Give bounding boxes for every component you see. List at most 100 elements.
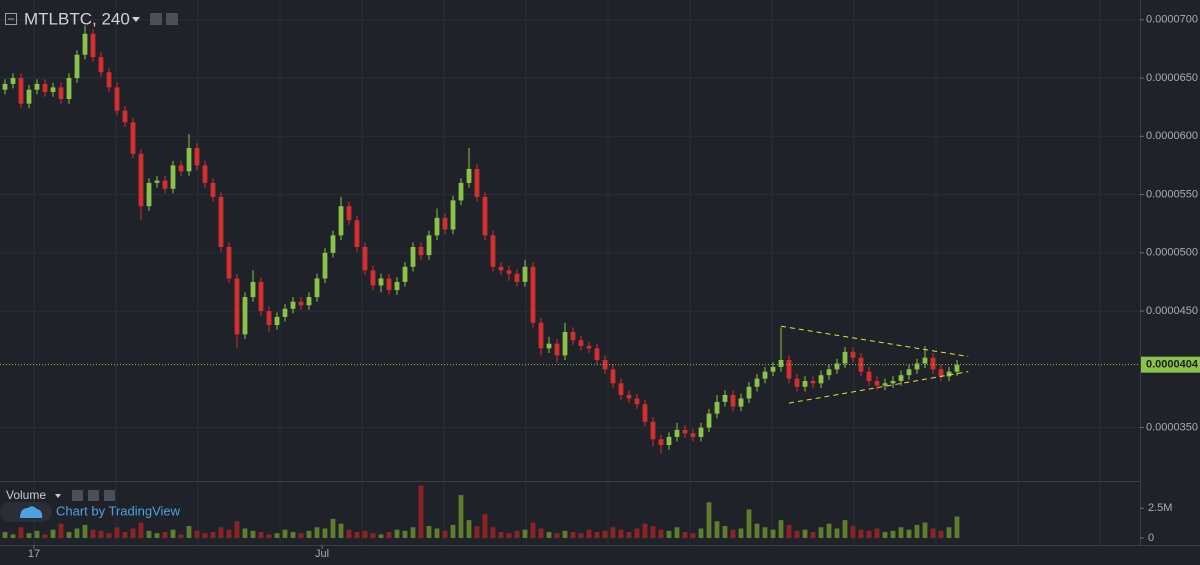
volume-bar — [2, 532, 8, 538]
volume-bar — [282, 529, 288, 538]
candle-body — [386, 278, 392, 291]
candle-body — [578, 340, 584, 347]
volume-bar — [250, 530, 256, 538]
candle-body — [778, 360, 784, 367]
volume-bar — [466, 520, 472, 538]
volume-bar — [98, 530, 104, 538]
candle-body — [698, 427, 704, 437]
volume-bar — [786, 524, 792, 538]
candle-body — [722, 394, 728, 402]
settings-button[interactable] — [88, 490, 99, 501]
volume-bar — [138, 522, 144, 538]
volume-title: Volume — [6, 488, 46, 502]
volume-bar — [274, 533, 280, 538]
dropdown-arrow[interactable] — [132, 17, 140, 22]
candle-body — [258, 281, 264, 312]
candle-body — [202, 165, 208, 183]
dropdown-arrow[interactable] — [55, 494, 61, 498]
collapse-icon[interactable] — [5, 13, 17, 25]
volume-bar — [842, 520, 848, 538]
volume-bar — [530, 522, 536, 538]
candle-body — [98, 57, 104, 73]
volume-bar — [314, 527, 320, 538]
volume-bar — [522, 529, 528, 538]
volume-bar — [930, 528, 936, 538]
volume-bar — [10, 534, 16, 538]
candle-body — [338, 206, 344, 236]
candle-body — [450, 200, 456, 230]
candle-body — [362, 246, 368, 271]
settings-button[interactable] — [166, 13, 178, 25]
candle-body — [818, 375, 824, 384]
volume-bar — [378, 534, 384, 538]
candle-body — [594, 348, 600, 360]
volume-bar — [682, 532, 688, 538]
volume-bar — [658, 529, 664, 538]
close-button[interactable] — [104, 490, 115, 501]
candle-body — [522, 266, 528, 282]
axes: 0.0000350 0.0000450 0.0000500 0.0000550 0.00… — [28, 14, 1200, 560]
candle-body — [498, 266, 504, 271]
settings-button[interactable] — [72, 490, 83, 501]
candle-body — [370, 270, 376, 286]
volume-bar — [362, 530, 368, 538]
candle-body — [186, 147, 192, 172]
volume-bar — [50, 529, 56, 538]
candle-body — [658, 439, 664, 446]
candle-body — [874, 380, 880, 386]
candle-body — [602, 360, 608, 370]
y-tick-label: 0.0000500 — [1146, 247, 1198, 259]
volume-bar — [490, 527, 496, 538]
settings-button[interactable] — [150, 13, 162, 25]
volume-bar — [66, 532, 72, 538]
candle-body — [674, 429, 680, 437]
candle-body — [122, 110, 128, 123]
candle-body — [490, 235, 496, 267]
candle-body — [74, 54, 80, 79]
volume-bar — [90, 529, 96, 538]
candle-body — [402, 266, 408, 282]
candle-body — [954, 364, 960, 372]
y-tick-label: 0.0000600 — [1146, 130, 1198, 142]
volume-bar — [338, 523, 344, 538]
candle-body — [58, 87, 64, 100]
candle-body — [274, 316, 280, 326]
candle-body — [690, 433, 696, 437]
candle-body — [546, 343, 552, 349]
volume-bar — [74, 528, 80, 538]
candle-body — [250, 281, 256, 298]
candle-body — [34, 83, 40, 90]
volume-bar — [410, 527, 416, 538]
volume-bar — [114, 527, 120, 538]
candle-body — [634, 398, 640, 405]
candle-body — [354, 220, 360, 247]
candle-body — [618, 383, 624, 395]
candle-body — [562, 332, 568, 356]
candle-body — [210, 182, 216, 197]
volume-bar — [42, 534, 48, 538]
volume-bar — [242, 528, 248, 538]
volume-bar — [498, 532, 504, 538]
volume-bar — [178, 534, 184, 538]
volume-bar — [618, 529, 624, 538]
volume-bar — [802, 529, 808, 538]
volume-bar — [754, 523, 760, 538]
volume-bar — [834, 528, 840, 538]
volume-bar — [26, 533, 32, 538]
candle-body — [2, 83, 8, 90]
volume-bar — [194, 530, 200, 538]
volume-bar — [458, 495, 464, 538]
volume-bar — [122, 532, 128, 538]
volume-bar — [714, 521, 720, 538]
candle-body — [242, 297, 248, 335]
volume-bar — [330, 518, 336, 538]
candle-body — [162, 180, 168, 189]
candle-body — [50, 87, 56, 93]
volume-bar — [650, 526, 656, 538]
candle-body — [434, 217, 440, 236]
volume-bar — [202, 533, 208, 538]
volume-bar — [130, 528, 136, 538]
volume-bar — [394, 529, 400, 538]
